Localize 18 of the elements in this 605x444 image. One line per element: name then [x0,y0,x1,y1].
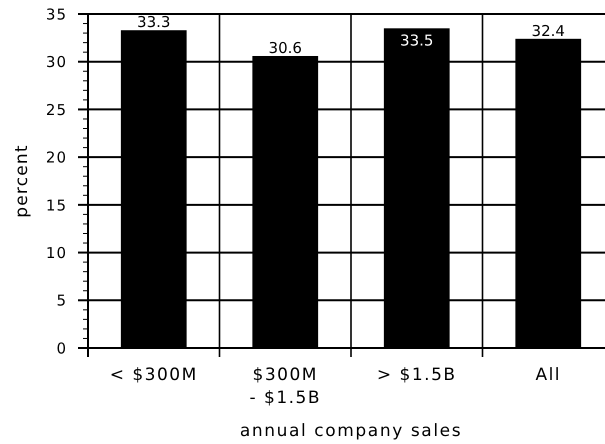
x-tick-label: All [535,365,562,385]
y-tick-label: 10 [46,244,67,262]
data-label: 32.4 [532,22,565,40]
x-tick-label: $300M - $1.5B [249,365,322,408]
y-axis-title: percent [12,144,32,218]
y-tick-label: 30 [46,53,67,72]
x-tick-label: > $1.5B [376,365,457,385]
y-tick-label: 0 [56,339,67,358]
x-axis-title: annual company sales [240,421,462,441]
x-tick-label: < $300M [110,365,198,385]
y-tick-label: 25 [46,100,67,119]
data-label: 30.6 [268,38,302,57]
y-tick-label: 5 [56,292,67,310]
data-label: 33.5 [400,31,434,50]
y-tick-label: 15 [46,196,67,214]
data-label: 33.3 [137,13,170,32]
y-tick-label: 20 [46,148,67,167]
y-tick-label: 35 [46,5,67,24]
